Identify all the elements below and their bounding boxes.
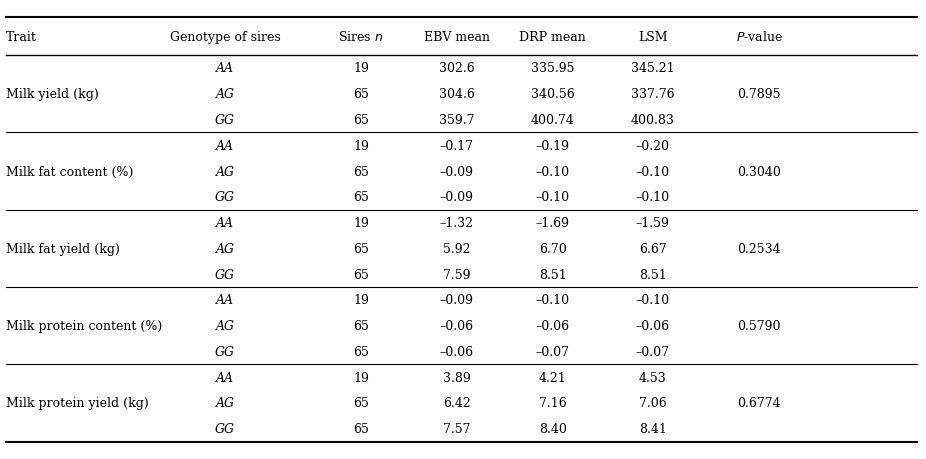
- Text: –0.10: –0.10: [536, 165, 569, 178]
- Text: –0.06: –0.06: [440, 319, 473, 332]
- Text: 65: 65: [353, 88, 369, 101]
- Text: 7.16: 7.16: [539, 397, 567, 409]
- Text: 19: 19: [353, 294, 369, 307]
- Text: 4.21: 4.21: [539, 371, 567, 384]
- Text: 3.89: 3.89: [443, 371, 470, 384]
- Text: 304.6: 304.6: [439, 88, 474, 101]
- Text: Sires $n$: Sires $n$: [338, 30, 384, 44]
- Text: 8.51: 8.51: [539, 268, 567, 281]
- Text: –0.10: –0.10: [536, 294, 569, 307]
- Text: 0.3040: 0.3040: [737, 165, 782, 178]
- Text: AA: AA: [216, 217, 234, 230]
- Text: Milk fat yield (kg): Milk fat yield (kg): [6, 242, 119, 255]
- Text: –0.09: –0.09: [440, 191, 473, 204]
- Text: 8.40: 8.40: [539, 422, 567, 435]
- Text: 337.76: 337.76: [631, 88, 675, 101]
- Text: 5.92: 5.92: [443, 242, 470, 255]
- Text: 400.74: 400.74: [531, 114, 575, 127]
- Text: –0.10: –0.10: [636, 294, 669, 307]
- Text: –0.10: –0.10: [636, 191, 669, 204]
- Text: 65: 65: [353, 397, 369, 409]
- Text: 345.21: 345.21: [631, 62, 675, 75]
- Text: –0.10: –0.10: [636, 165, 669, 178]
- Text: Trait: Trait: [6, 31, 36, 44]
- Text: –0.20: –0.20: [636, 140, 669, 152]
- Text: AA: AA: [216, 371, 234, 384]
- Text: –1.32: –1.32: [440, 217, 473, 230]
- Text: Milk yield (kg): Milk yield (kg): [6, 88, 98, 101]
- Text: EBV mean: EBV mean: [423, 31, 490, 44]
- Text: 19: 19: [353, 371, 369, 384]
- Text: 0.5790: 0.5790: [738, 319, 781, 332]
- Text: $P$-value: $P$-value: [736, 30, 782, 44]
- Text: 65: 65: [353, 191, 369, 204]
- Text: AG: AG: [216, 88, 234, 101]
- Text: 0.2534: 0.2534: [737, 242, 782, 255]
- Text: GG: GG: [215, 191, 235, 204]
- Text: –0.07: –0.07: [536, 345, 569, 358]
- Text: 8.51: 8.51: [639, 268, 667, 281]
- Text: 65: 65: [353, 422, 369, 435]
- Text: 6.42: 6.42: [443, 397, 470, 409]
- Text: –1.59: –1.59: [636, 217, 669, 230]
- Text: –0.10: –0.10: [536, 191, 569, 204]
- Text: 0.6774: 0.6774: [737, 397, 782, 409]
- Text: 8.41: 8.41: [639, 422, 667, 435]
- Text: GG: GG: [215, 114, 235, 127]
- Text: Genotype of sires: Genotype of sires: [169, 31, 281, 44]
- Text: 335.95: 335.95: [532, 62, 574, 75]
- Text: 7.06: 7.06: [639, 397, 667, 409]
- Text: –0.09: –0.09: [440, 165, 473, 178]
- Text: –0.06: –0.06: [636, 319, 669, 332]
- Text: –1.69: –1.69: [536, 217, 569, 230]
- Text: –0.09: –0.09: [440, 294, 473, 307]
- Text: 340.56: 340.56: [531, 88, 575, 101]
- Text: LSM: LSM: [638, 31, 668, 44]
- Text: 65: 65: [353, 165, 369, 178]
- Text: 19: 19: [353, 62, 369, 75]
- Text: Milk fat content (%): Milk fat content (%): [6, 165, 133, 178]
- Text: 19: 19: [353, 217, 369, 230]
- Text: 19: 19: [353, 140, 369, 152]
- Text: 65: 65: [353, 114, 369, 127]
- Text: AA: AA: [216, 62, 234, 75]
- Text: 7.57: 7.57: [443, 422, 470, 435]
- Text: 65: 65: [353, 268, 369, 281]
- Text: AG: AG: [216, 165, 234, 178]
- Text: GG: GG: [215, 268, 235, 281]
- Text: AG: AG: [216, 319, 234, 332]
- Text: 65: 65: [353, 319, 369, 332]
- Text: AG: AG: [216, 242, 234, 255]
- Text: 359.7: 359.7: [439, 114, 474, 127]
- Text: 6.67: 6.67: [639, 242, 667, 255]
- Text: –0.07: –0.07: [636, 345, 669, 358]
- Text: –0.06: –0.06: [536, 319, 569, 332]
- Text: 0.7895: 0.7895: [738, 88, 781, 101]
- Text: 65: 65: [353, 345, 369, 358]
- Text: AA: AA: [216, 294, 234, 307]
- Text: 400.83: 400.83: [631, 114, 675, 127]
- Text: AA: AA: [216, 140, 234, 152]
- Text: 65: 65: [353, 242, 369, 255]
- Text: DRP mean: DRP mean: [519, 31, 586, 44]
- Text: 302.6: 302.6: [439, 62, 474, 75]
- Text: 4.53: 4.53: [639, 371, 667, 384]
- Text: Milk protein content (%): Milk protein content (%): [6, 319, 162, 332]
- Text: AG: AG: [216, 397, 234, 409]
- Text: Milk protein yield (kg): Milk protein yield (kg): [6, 397, 148, 409]
- Text: –0.06: –0.06: [440, 345, 473, 358]
- Text: GG: GG: [215, 345, 235, 358]
- Text: GG: GG: [215, 422, 235, 435]
- Text: –0.19: –0.19: [536, 140, 569, 152]
- Text: 6.70: 6.70: [539, 242, 567, 255]
- Text: –0.17: –0.17: [440, 140, 473, 152]
- Text: 7.59: 7.59: [443, 268, 470, 281]
